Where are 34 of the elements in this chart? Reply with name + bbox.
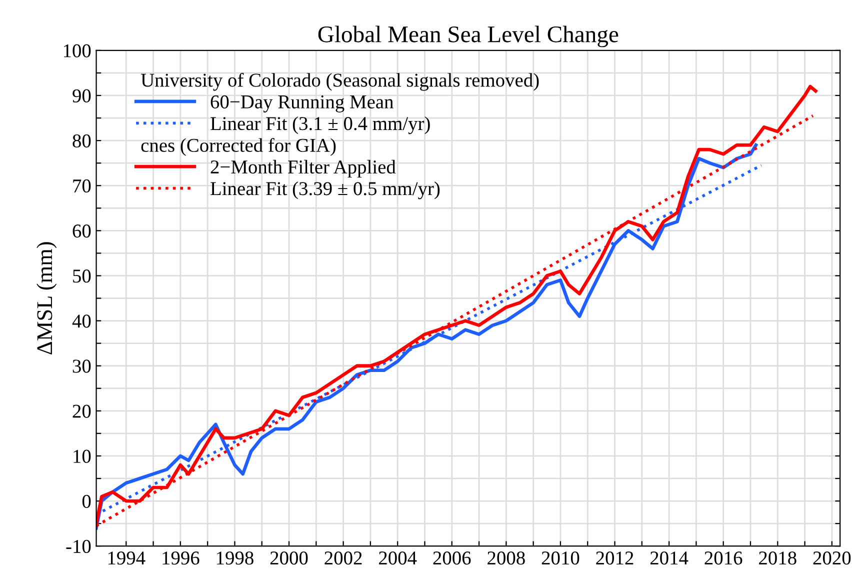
y-tick-label: 100 (64, 44, 91, 58)
x-tick-label: 2000 (270, 551, 308, 565)
x-tick-label: 2014 (650, 551, 688, 565)
y-tick-label: 50 (73, 270, 91, 283)
y-tick-label: 80 (72, 134, 91, 148)
x-tick-label: 2018 (759, 551, 796, 565)
y-tick-label: 0 (82, 494, 91, 508)
y-tick-label: -10 (66, 540, 91, 554)
x-tick-label: 2016 (704, 551, 742, 565)
x-tick-label: 2012 (596, 551, 634, 565)
chart-title: Global Mean Sea Level Change (318, 26, 618, 48)
x-tick-label: 2010 (542, 551, 580, 565)
annotation: University of Colorado (Seasonal signals removed) (140, 72, 539, 91)
x-tick-label: 2020 (813, 551, 851, 565)
y-tick-label: 20 (72, 404, 91, 418)
y-tick-label: 90 (72, 89, 91, 102)
legend-label: Linear Fit (3.1 ± 0.4 mm/yr) (210, 116, 430, 134)
y-tick-label: 10 (74, 450, 91, 463)
x-tick-label: 2002 (324, 551, 362, 565)
y-tick-label: 70 (73, 179, 91, 193)
x-tick-label: 1994 (108, 552, 146, 565)
y-tick-label: 60 (72, 224, 91, 238)
x-tick-label: 1996 (162, 552, 200, 565)
legend-label: Linear Fit (3.39 ± 0.5 mm/yr) (210, 182, 440, 200)
annotation: cnes (Corrected for GIA) (141, 138, 336, 156)
legend-label: 2−Month Filter Applied (210, 160, 396, 178)
legend-label: 60−Day Running Mean (210, 95, 394, 112)
y-axis-title: ΔMSL (mm) (36, 242, 57, 354)
x-tick-label: 2006 (433, 551, 471, 565)
x-tick-label: 2004 (379, 551, 417, 565)
y-tick-label: 40 (72, 314, 91, 328)
x-tick-label: 1998 (216, 551, 254, 565)
y-tick-label: 30 (72, 360, 91, 373)
x-tick-label: 2008 (488, 551, 525, 565)
